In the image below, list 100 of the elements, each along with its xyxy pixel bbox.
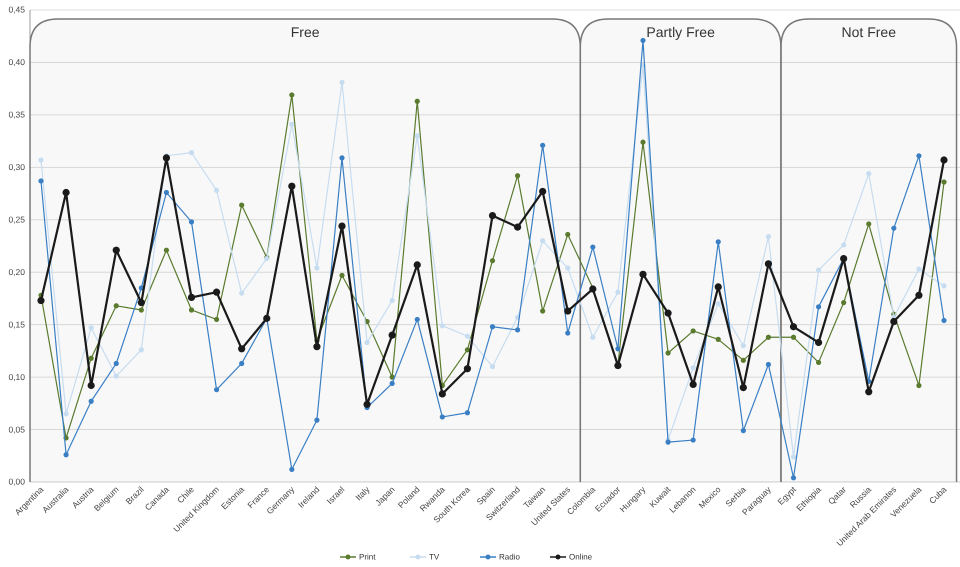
point bbox=[891, 226, 896, 231]
point bbox=[841, 300, 846, 306]
point bbox=[238, 345, 246, 352]
point bbox=[740, 384, 747, 392]
point bbox=[514, 327, 520, 333]
point bbox=[615, 346, 621, 352]
y-tick-label: 0,00 bbox=[8, 476, 26, 487]
point bbox=[37, 296, 45, 304]
point bbox=[38, 178, 44, 184]
point bbox=[665, 440, 671, 445]
point bbox=[690, 365, 696, 370]
point bbox=[289, 122, 294, 127]
point bbox=[114, 373, 119, 379]
point bbox=[138, 347, 144, 352]
point bbox=[564, 307, 572, 315]
point bbox=[364, 340, 370, 346]
point bbox=[414, 133, 420, 138]
point bbox=[464, 334, 470, 339]
point bbox=[716, 301, 721, 306]
point bbox=[866, 221, 872, 227]
point bbox=[690, 328, 696, 334]
legend-label: TV bbox=[429, 552, 440, 562]
point bbox=[164, 190, 170, 196]
point bbox=[314, 265, 320, 271]
point bbox=[414, 98, 420, 104]
point bbox=[63, 411, 69, 416]
point bbox=[438, 390, 446, 398]
point bbox=[790, 454, 796, 460]
point bbox=[339, 155, 345, 160]
point bbox=[916, 382, 922, 388]
point bbox=[188, 307, 194, 313]
y-tick-label: 0,05 bbox=[8, 424, 26, 434]
point bbox=[866, 171, 872, 176]
point bbox=[640, 140, 646, 145]
y-tick-label: 0,20 bbox=[8, 266, 26, 277]
x-tick-label: Italy bbox=[353, 484, 372, 502]
point bbox=[414, 316, 420, 322]
point bbox=[690, 380, 697, 388]
point bbox=[239, 290, 244, 296]
point bbox=[740, 358, 746, 363]
point bbox=[38, 157, 44, 163]
y-tick-label: 0,15 bbox=[8, 319, 26, 330]
point bbox=[540, 308, 546, 314]
point bbox=[314, 418, 320, 423]
point bbox=[138, 299, 145, 306]
point bbox=[390, 298, 395, 304]
point bbox=[690, 437, 696, 443]
point bbox=[440, 323, 445, 328]
point bbox=[164, 248, 170, 253]
point bbox=[790, 323, 798, 330]
point bbox=[790, 475, 796, 480]
point bbox=[816, 304, 822, 310]
point bbox=[114, 360, 119, 366]
point bbox=[338, 222, 346, 230]
point bbox=[188, 150, 194, 156]
point bbox=[764, 260, 772, 268]
point bbox=[916, 153, 922, 158]
point bbox=[88, 356, 94, 361]
point bbox=[664, 310, 672, 317]
point bbox=[841, 242, 846, 248]
point bbox=[339, 272, 345, 278]
point bbox=[440, 414, 445, 420]
point bbox=[916, 266, 922, 272]
point bbox=[665, 350, 671, 356]
point bbox=[941, 283, 947, 288]
point bbox=[865, 388, 872, 396]
point bbox=[239, 360, 244, 366]
point bbox=[590, 244, 596, 250]
point bbox=[214, 316, 220, 322]
point bbox=[63, 452, 69, 458]
point bbox=[766, 234, 772, 240]
point bbox=[814, 338, 822, 346]
point bbox=[490, 324, 496, 330]
point bbox=[388, 332, 396, 339]
point bbox=[414, 261, 421, 268]
point bbox=[464, 365, 472, 372]
point bbox=[88, 382, 95, 390]
point bbox=[138, 307, 144, 313]
point bbox=[915, 292, 923, 299]
legend-label: Radio bbox=[499, 552, 520, 562]
point bbox=[640, 38, 646, 44]
point bbox=[816, 268, 822, 273]
point bbox=[565, 330, 570, 336]
point bbox=[289, 466, 294, 472]
point bbox=[716, 239, 721, 244]
point bbox=[590, 334, 596, 340]
point bbox=[941, 179, 947, 185]
point bbox=[188, 294, 196, 301]
point bbox=[716, 336, 721, 342]
band-label: Free bbox=[290, 24, 320, 40]
point bbox=[88, 325, 94, 330]
y-tick-label: 0,35 bbox=[8, 110, 26, 120]
y-tick-label: 0,45 bbox=[8, 4, 26, 15]
point bbox=[464, 410, 470, 416]
point bbox=[790, 334, 796, 340]
point bbox=[539, 188, 546, 196]
point bbox=[490, 258, 496, 264]
legend-label: Online bbox=[569, 552, 593, 562]
y-tick-label: 0,10 bbox=[8, 372, 26, 382]
point bbox=[565, 265, 570, 271]
